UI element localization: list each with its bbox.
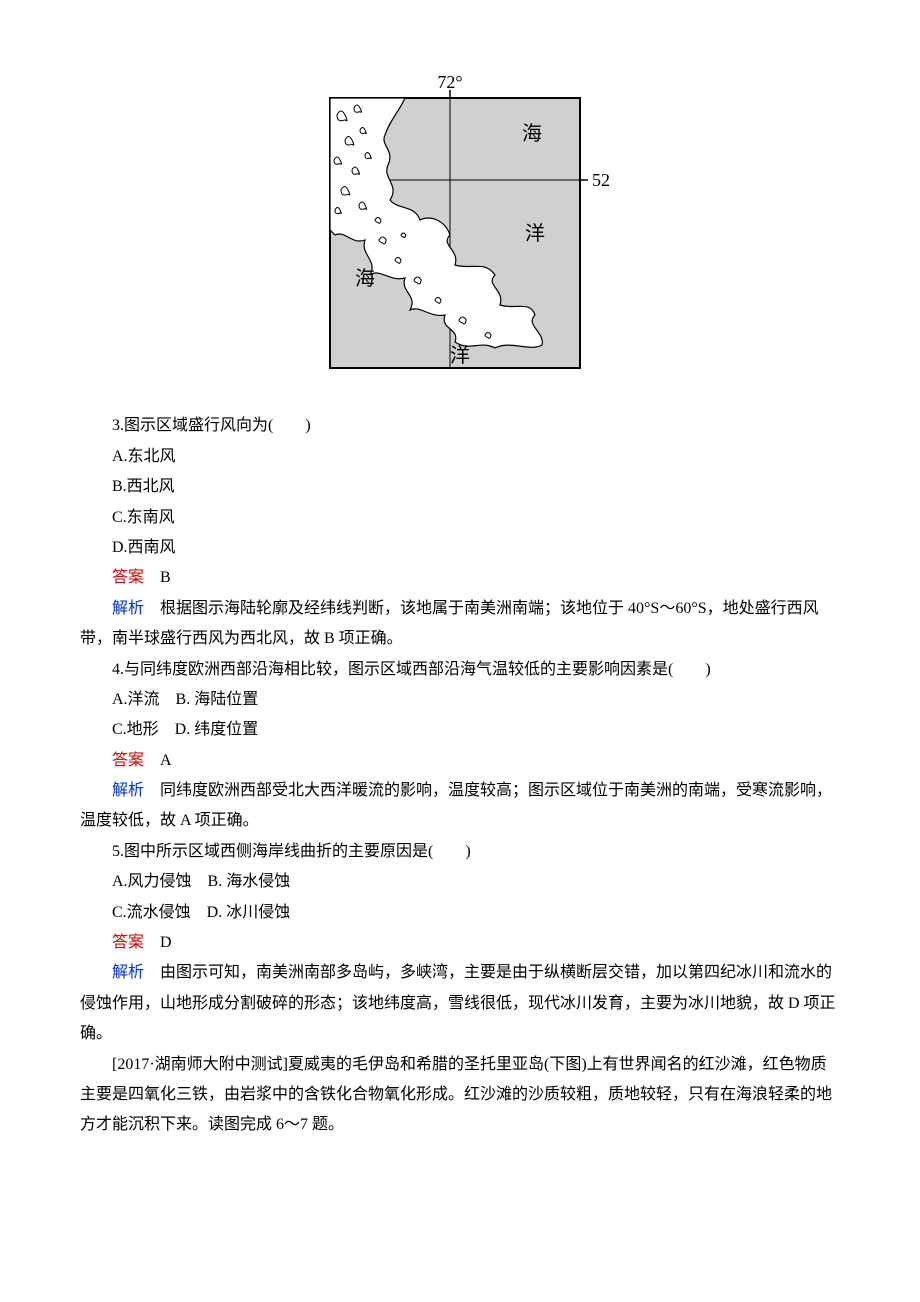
answer-label: 答案	[112, 934, 144, 951]
q4-answer: 答案 A	[80, 746, 840, 776]
answer-label: 答案	[112, 569, 144, 586]
q5-answer: 答案 D	[80, 928, 840, 958]
explanation-label: 解析	[112, 964, 144, 981]
svg-text:海: 海	[522, 122, 542, 145]
q3-stem: 3.图示区域盛行风向为( )	[80, 411, 840, 441]
q3-explanation-text: 根据图示海陆轮廓及经纬线判断，该地属于南美洲南端；该地位于 40°S～60°S，…	[80, 600, 819, 647]
passage-text: [2017·湖南师大附中测试]夏威夷的毛伊岛和希腊的圣托里亚岛(下图)上有世界闻…	[80, 1050, 840, 1141]
q4-options-cd: C.地形 D. 纬度位置	[80, 715, 840, 745]
q4-explanation: 解析 同纬度欧洲西部受北大西洋暖流的影响，温度较高；图示区域位于南美洲的南端，受…	[80, 776, 840, 837]
q3-answer: 答案 B	[80, 563, 840, 593]
q5-explanation-text: 由图示可知，南美洲南部多岛屿，多峡湾，主要是由于纵横断层交错，加以第四纪冰川和流…	[80, 964, 836, 1042]
svg-text:海: 海	[355, 267, 375, 290]
q3-option-c: C.东南风	[80, 503, 840, 533]
q5-explanation: 解析 由图示可知，南美洲南部多岛屿，多峡湾，主要是由于纵横断层交错，加以第四纪冰…	[80, 958, 840, 1049]
q5-options-cd: C.流水侵蚀 D. 冰川侵蚀	[80, 898, 840, 928]
q3-option-b: B.西北风	[80, 472, 840, 502]
explanation-label: 解析	[112, 782, 144, 799]
q3-answer-value: B	[160, 569, 171, 586]
q5-options-ab: A.风力侵蚀 B. 海水侵蚀	[80, 867, 840, 897]
svg-text:洋: 洋	[450, 344, 470, 367]
q3-option-d: D.西南风	[80, 533, 840, 563]
q5-stem: 5.图中所示区域西侧海岸线曲折的主要原因是( )	[80, 837, 840, 867]
svg-text:52°: 52°	[592, 170, 610, 190]
answer-label: 答案	[112, 752, 144, 769]
q4-answer-value: A	[160, 752, 172, 769]
q4-explanation-text: 同纬度欧洲西部受北大西洋暖流的影响，温度较高；图示区域位于南美洲的南端，受寒流影…	[80, 782, 832, 829]
explanation-label: 解析	[112, 600, 144, 617]
svg-text:洋: 洋	[525, 222, 545, 245]
q5-answer-value: D	[160, 934, 172, 951]
map-figure: 72°52°海洋海洋	[80, 70, 840, 391]
q4-options-ab: A.洋流 B. 海陆位置	[80, 685, 840, 715]
svg-text:72°: 72°	[437, 72, 462, 92]
q3-explanation: 解析 根据图示海陆轮廓及经纬线判断，该地属于南美洲南端；该地位于 40°S～60…	[80, 594, 840, 655]
q3-option-a: A.东北风	[80, 442, 840, 472]
q4-stem: 4.与同纬度欧洲西部沿海相比较，图示区域西部沿海气温较低的主要影响因素是( )	[80, 655, 840, 685]
